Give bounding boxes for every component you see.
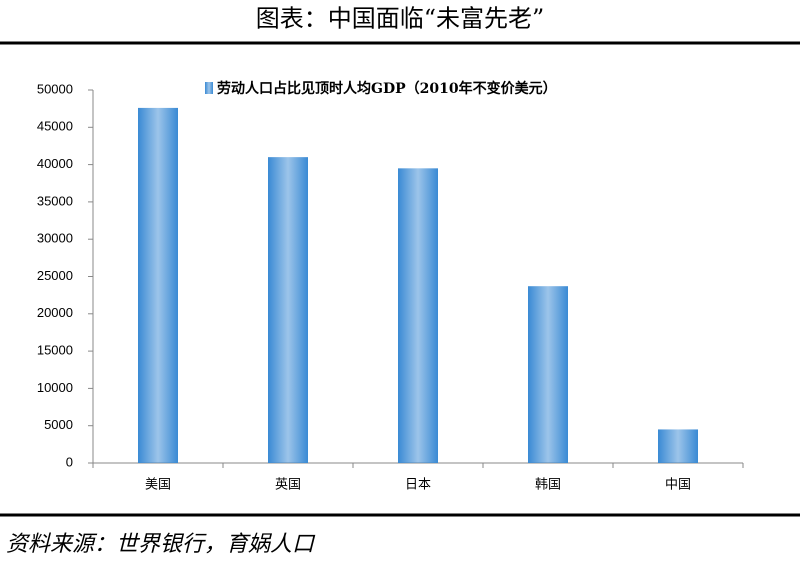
y-tick-label: 40000	[37, 156, 73, 171]
y-tick-label: 15000	[37, 343, 73, 358]
x-tick-label: 韩国	[535, 478, 561, 493]
x-tick-label: 中国	[665, 478, 691, 493]
bar	[658, 429, 698, 463]
y-tick-label: 25000	[37, 268, 73, 283]
x-tick-label: 英国	[275, 478, 301, 493]
y-tick-label: 0	[66, 454, 73, 469]
y-tick-label: 50000	[37, 81, 73, 96]
y-tick-label: 5000	[44, 417, 73, 432]
y-tick-label: 10000	[37, 380, 73, 395]
bar	[398, 168, 438, 463]
x-tick-label: 美国	[145, 478, 171, 493]
x-tick-label: 日本	[405, 478, 431, 493]
y-tick-label: 30000	[37, 231, 73, 246]
legend-label: 劳动人口占比见顶时人均GDP（2010年不变价美元）	[217, 80, 557, 97]
y-tick-label: 35000	[37, 193, 73, 208]
y-tick-label: 20000	[37, 305, 73, 320]
y-tick-label: 45000	[37, 119, 73, 134]
bar	[268, 157, 308, 463]
bar	[528, 286, 568, 463]
source: 资料来源：世界银行，育娲人口	[6, 532, 316, 557]
legend-swatch	[205, 82, 213, 94]
chart-title: 图表：中国面临“未富先老”	[256, 5, 545, 33]
bar	[138, 107, 178, 464]
